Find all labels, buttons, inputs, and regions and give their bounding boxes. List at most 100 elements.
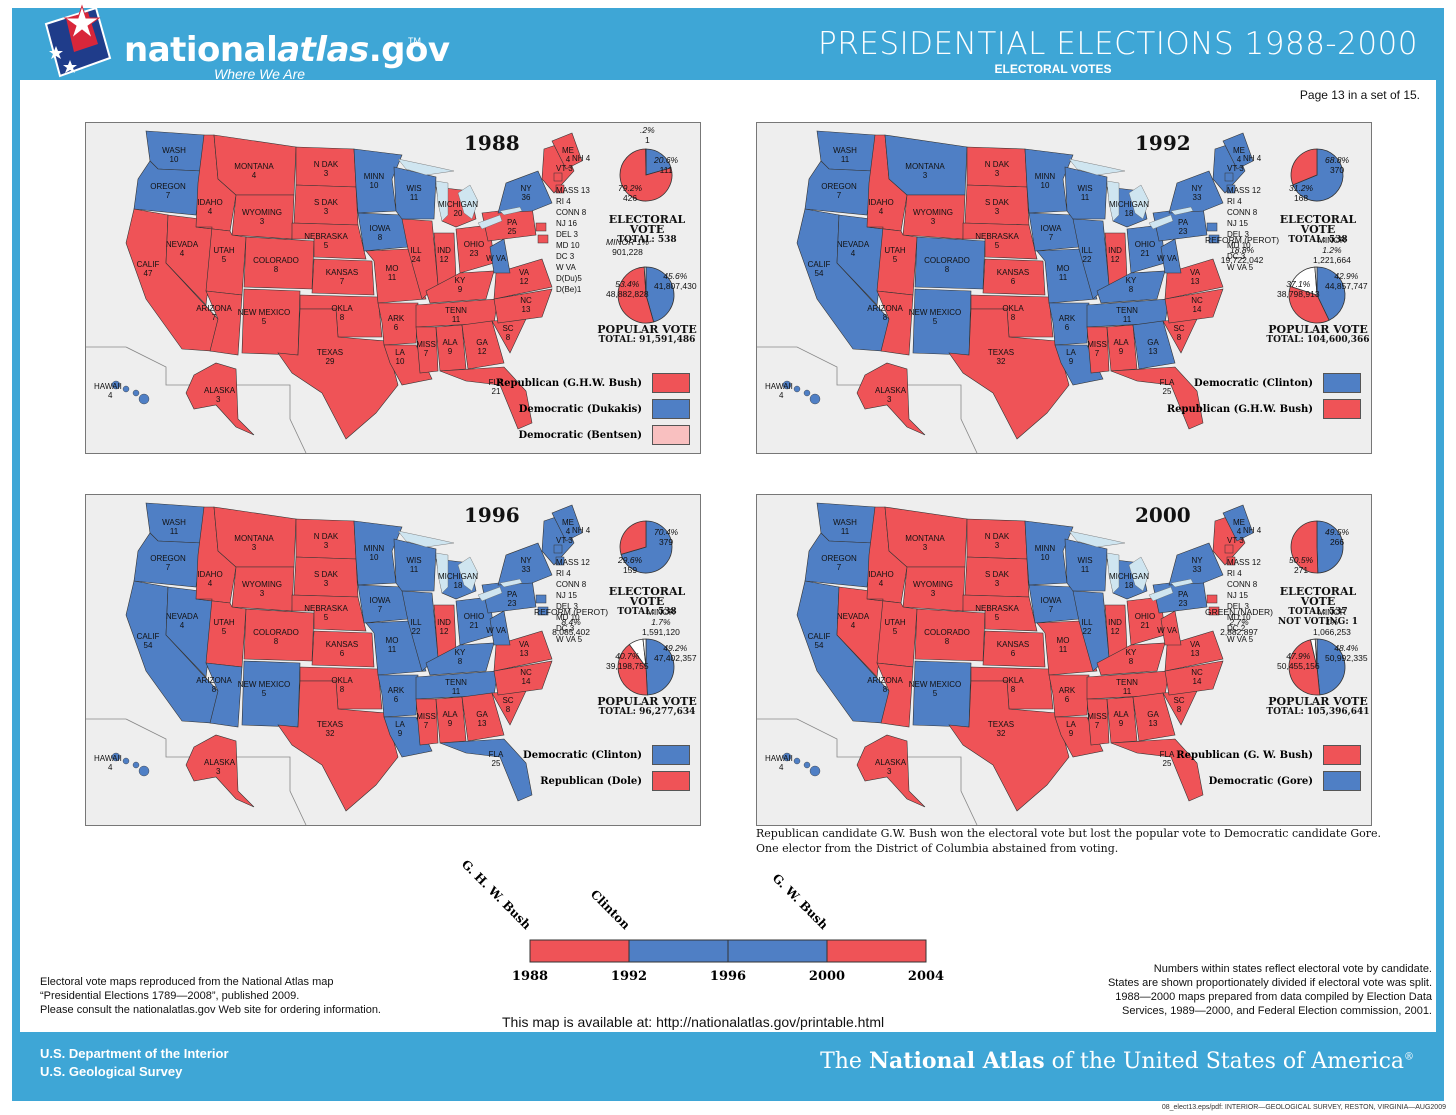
slice-percent: 42.9% bbox=[1334, 271, 1359, 281]
state-name-label: KY bbox=[455, 276, 466, 285]
state-electoral-votes: 6 bbox=[394, 695, 399, 704]
slice-percent: 8.4% bbox=[561, 617, 581, 627]
slice-value: 1 bbox=[644, 135, 650, 145]
pie-slice-D bbox=[1316, 638, 1346, 696]
state-name-label: SC bbox=[1173, 324, 1184, 333]
state-name-label: KY bbox=[455, 648, 466, 657]
legend-swatch bbox=[652, 771, 690, 791]
legend-row: Republican (Dole) bbox=[540, 771, 690, 791]
timeline-segment bbox=[826, 939, 927, 963]
state-name-label: ILL bbox=[410, 246, 422, 255]
state-name-label: UTAH bbox=[884, 246, 905, 255]
state-miss bbox=[415, 698, 439, 746]
state-name-label: OHIO bbox=[1135, 612, 1155, 621]
state-electoral-votes: 20 bbox=[454, 209, 463, 218]
state-name-label: MONTANA bbox=[905, 534, 945, 543]
state-name-label: WIS bbox=[1077, 184, 1092, 193]
electoral-vote-stats: ELECTORAL VOTE TOTAL: 538 bbox=[1263, 214, 1371, 245]
state-electoral-votes: 3 bbox=[931, 589, 936, 598]
state-name-label: TENN bbox=[445, 306, 467, 315]
star-logo-icon[interactable] bbox=[38, 4, 118, 90]
state-electoral-votes: 3 bbox=[995, 207, 1000, 216]
east-state-label: W VA 5 bbox=[1227, 263, 1254, 272]
state-electoral-votes: 7 bbox=[166, 191, 171, 200]
popular-vote-stats: POPULAR VOTE TOTAL: 96,277,634 bbox=[592, 696, 700, 717]
small-state bbox=[537, 234, 549, 244]
state-electoral-votes: 11 bbox=[410, 193, 419, 202]
state-texas bbox=[948, 680, 1070, 812]
state-name-label: IOWA bbox=[369, 596, 391, 605]
timeline-year: 2004 bbox=[908, 969, 944, 984]
state-ny bbox=[1168, 542, 1224, 586]
state-name-label: S DAK bbox=[985, 570, 1010, 579]
popular-slice-label: 45.6% 41,807,430 bbox=[654, 271, 697, 291]
popular-slice-label: 37.1% 38,798,913 bbox=[1277, 279, 1320, 299]
state-name-label: NY bbox=[520, 184, 532, 193]
inset-border bbox=[86, 346, 307, 453]
state-ny bbox=[497, 170, 553, 214]
state-electoral-votes: 9 bbox=[448, 719, 453, 728]
state-electoral-votes: 5 bbox=[324, 613, 329, 622]
slice-percent: 29.6% bbox=[618, 555, 643, 565]
state-name-label: ALA bbox=[1113, 710, 1129, 719]
page-number-note: Page 13 in a set of 15. bbox=[1299, 88, 1420, 102]
east-state-label: DEL 3 bbox=[1227, 230, 1249, 239]
state-electoral-votes: 10 bbox=[370, 181, 379, 190]
logo-wordmark[interactable]: nationalatlas.gov bbox=[124, 30, 450, 70]
state-electoral-votes: 12 bbox=[478, 347, 487, 356]
east-state-label: MASS 12 bbox=[1227, 558, 1261, 567]
state-mo bbox=[365, 248, 427, 304]
legend-label: Democratic (Clinton) bbox=[1194, 377, 1313, 389]
state-name-label: TENN bbox=[1116, 678, 1138, 687]
east-state-label: MD 10 bbox=[556, 613, 580, 622]
slice-value: 44,857,747 bbox=[1325, 281, 1368, 291]
pie-slice-M bbox=[1314, 266, 1318, 296]
state-name-label: IOWA bbox=[1040, 224, 1062, 233]
electoral-slice-label: 70.4% 379 bbox=[654, 527, 678, 547]
east-state-label: CONN 8 bbox=[1227, 208, 1258, 217]
state-electoral-votes: 14 bbox=[522, 677, 531, 686]
footer-bar bbox=[12, 1032, 1444, 1101]
east-state-label: CONN 8 bbox=[556, 208, 587, 217]
state-electoral-votes: 7 bbox=[424, 349, 429, 358]
state-electoral-votes: 5 bbox=[933, 317, 938, 326]
state-va bbox=[493, 630, 553, 672]
slice-percent: 70.4% bbox=[654, 527, 679, 537]
state-kansas bbox=[311, 630, 375, 668]
hawaii-island bbox=[111, 380, 121, 390]
state-name-label: TEXAS bbox=[317, 720, 343, 729]
state-name-label: OREGON bbox=[150, 554, 186, 563]
legend-swatch bbox=[652, 399, 690, 419]
state-electoral-votes: 5 bbox=[222, 255, 227, 264]
state-name-label: PA bbox=[1178, 590, 1189, 599]
lake bbox=[1170, 206, 1194, 216]
state-electoral-votes: 21 bbox=[1141, 621, 1150, 630]
state-name-label: MONTANA bbox=[234, 534, 274, 543]
state-electoral-votes: 29 bbox=[326, 357, 335, 366]
east-state-label: NH 4 bbox=[572, 526, 591, 535]
state-electoral-votes: 8 bbox=[506, 333, 511, 342]
electoral-vote-total: TOTAL: 538 bbox=[617, 235, 677, 245]
state-ny bbox=[1168, 170, 1224, 214]
state-name-label: NY bbox=[1191, 556, 1203, 565]
popular-vote-total: TOTAL: 91,591,486 bbox=[598, 335, 696, 345]
small-state bbox=[1224, 172, 1234, 182]
state-electoral-votes: 12 bbox=[440, 627, 449, 636]
state-electoral-votes: 8 bbox=[945, 265, 950, 274]
state-name-label: COLORADO bbox=[253, 256, 299, 265]
state-wis bbox=[393, 166, 437, 220]
state-electoral-votes: 4 bbox=[108, 391, 113, 400]
state-ark bbox=[377, 302, 419, 346]
legend-row: Democratic (Clinton) bbox=[1194, 373, 1361, 393]
state-kansas bbox=[982, 258, 1046, 296]
state-ark bbox=[1048, 674, 1090, 718]
state-electoral-votes: 10 bbox=[396, 357, 405, 366]
availability-link[interactable]: This map is available at: http://nationa… bbox=[502, 1014, 885, 1030]
state-electoral-votes: 11 bbox=[1123, 315, 1132, 324]
state-name-label: UTAH bbox=[213, 618, 234, 627]
state-name-label: IND bbox=[437, 246, 451, 255]
state-name-label: ARK bbox=[388, 686, 405, 695]
slice-value: 48,882,828 bbox=[606, 289, 649, 299]
state-name-label: N DAK bbox=[314, 532, 339, 541]
legend-label: Democratic (Gore) bbox=[1208, 775, 1313, 787]
